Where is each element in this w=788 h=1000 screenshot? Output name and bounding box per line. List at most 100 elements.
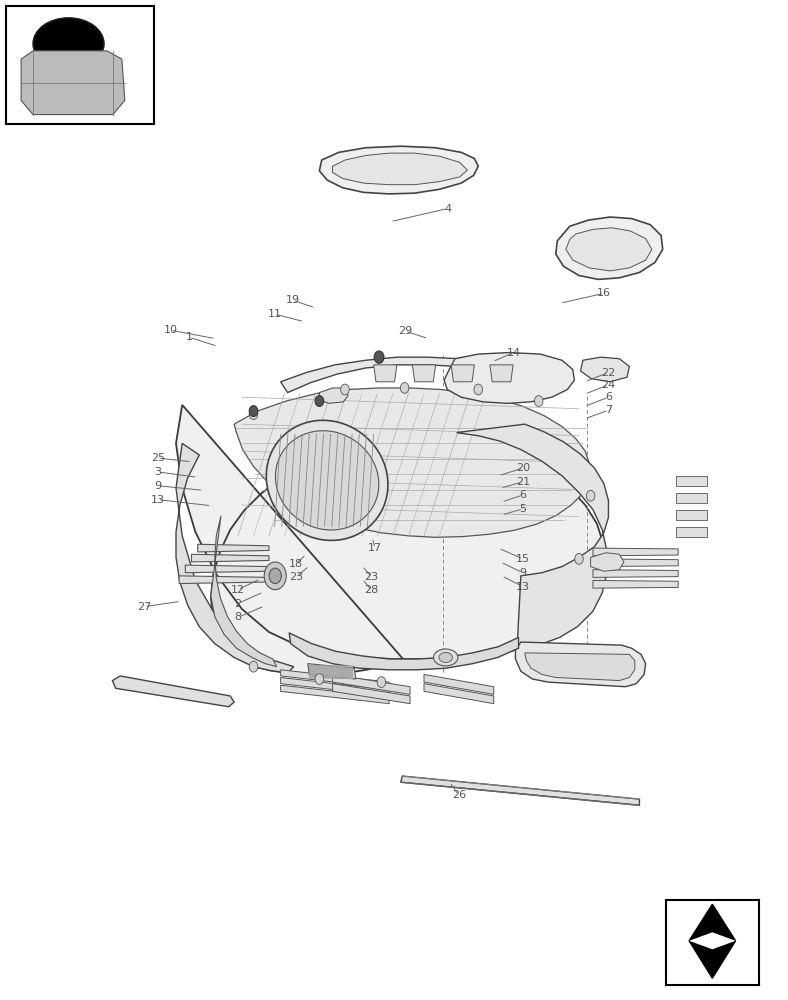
Polygon shape — [515, 642, 645, 687]
Text: 14: 14 — [507, 348, 521, 358]
Polygon shape — [191, 554, 269, 562]
Text: 28: 28 — [364, 585, 378, 595]
Polygon shape — [281, 670, 389, 688]
Polygon shape — [234, 388, 590, 537]
Circle shape — [377, 677, 385, 687]
Text: 15: 15 — [516, 554, 530, 564]
Text: 7: 7 — [605, 405, 612, 415]
Text: 6: 6 — [605, 392, 612, 402]
Polygon shape — [21, 51, 125, 115]
Polygon shape — [281, 685, 389, 704]
Polygon shape — [198, 544, 269, 552]
Text: 23: 23 — [288, 572, 303, 582]
Polygon shape — [289, 633, 519, 670]
Bar — [676, 493, 707, 503]
Circle shape — [264, 562, 286, 590]
Text: 2: 2 — [234, 599, 241, 609]
Polygon shape — [333, 153, 467, 185]
Ellipse shape — [266, 420, 388, 540]
Ellipse shape — [433, 649, 458, 666]
Polygon shape — [374, 365, 397, 382]
Circle shape — [400, 383, 409, 393]
Circle shape — [315, 674, 324, 684]
Text: 20: 20 — [516, 463, 530, 473]
Polygon shape — [412, 365, 436, 382]
Text: 13: 13 — [151, 495, 165, 505]
Text: 9: 9 — [154, 481, 162, 491]
Polygon shape — [593, 559, 678, 567]
Polygon shape — [113, 676, 234, 707]
Polygon shape — [333, 684, 410, 704]
Text: 16: 16 — [597, 288, 611, 298]
Ellipse shape — [33, 18, 104, 70]
Polygon shape — [689, 932, 735, 949]
Polygon shape — [593, 548, 678, 556]
Polygon shape — [566, 228, 652, 271]
Circle shape — [374, 351, 384, 363]
Bar — [676, 510, 707, 520]
Polygon shape — [281, 677, 389, 696]
Text: 6: 6 — [519, 490, 526, 500]
Circle shape — [574, 554, 583, 564]
Polygon shape — [490, 365, 513, 382]
Polygon shape — [333, 674, 410, 694]
Polygon shape — [319, 388, 348, 403]
Text: 23: 23 — [364, 572, 378, 582]
Polygon shape — [424, 684, 494, 704]
Text: 17: 17 — [368, 543, 382, 553]
Bar — [676, 476, 707, 486]
Polygon shape — [593, 570, 678, 577]
Polygon shape — [310, 669, 353, 670]
Text: 27: 27 — [137, 602, 151, 612]
Text: 4: 4 — [444, 204, 452, 214]
Polygon shape — [525, 653, 635, 681]
Circle shape — [249, 661, 258, 672]
Text: 19: 19 — [285, 295, 299, 305]
Circle shape — [340, 384, 349, 395]
Text: 10: 10 — [164, 325, 177, 335]
Bar — [676, 527, 707, 537]
Polygon shape — [319, 146, 478, 194]
Text: 3: 3 — [154, 467, 162, 477]
Polygon shape — [689, 904, 735, 941]
Polygon shape — [456, 424, 608, 650]
Text: 12: 12 — [231, 585, 245, 595]
Text: 5: 5 — [519, 504, 526, 514]
Text: 26: 26 — [452, 790, 466, 800]
Polygon shape — [593, 580, 678, 588]
Text: 18: 18 — [288, 559, 303, 569]
Text: 25: 25 — [151, 453, 165, 463]
Text: 24: 24 — [601, 380, 615, 390]
Text: 29: 29 — [398, 326, 412, 336]
Polygon shape — [310, 667, 353, 669]
Text: 8: 8 — [234, 612, 241, 622]
Text: 22: 22 — [601, 368, 615, 378]
Text: 13: 13 — [516, 582, 530, 592]
Circle shape — [534, 396, 543, 406]
Circle shape — [474, 384, 482, 395]
Circle shape — [315, 396, 324, 406]
Polygon shape — [179, 576, 269, 584]
Polygon shape — [308, 664, 356, 679]
Polygon shape — [281, 357, 554, 394]
Text: 11: 11 — [267, 309, 281, 319]
Polygon shape — [310, 670, 353, 672]
Circle shape — [249, 406, 258, 416]
Text: 21: 21 — [516, 477, 530, 487]
Polygon shape — [211, 516, 277, 667]
Text: 9: 9 — [519, 568, 526, 578]
Polygon shape — [185, 565, 269, 573]
Ellipse shape — [439, 652, 452, 662]
Polygon shape — [176, 443, 294, 673]
Polygon shape — [310, 677, 353, 679]
Polygon shape — [310, 672, 353, 674]
Circle shape — [269, 568, 281, 584]
Polygon shape — [444, 353, 574, 403]
Ellipse shape — [276, 431, 379, 530]
Polygon shape — [424, 674, 494, 694]
Polygon shape — [451, 365, 474, 382]
Polygon shape — [591, 553, 624, 571]
Polygon shape — [689, 932, 735, 978]
Polygon shape — [310, 665, 353, 667]
Polygon shape — [556, 217, 663, 279]
